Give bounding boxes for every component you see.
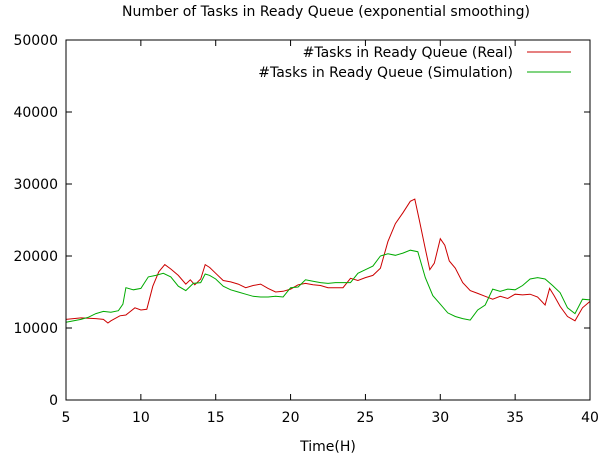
legend-label-simulation: #Tasks in Ready Queue (Simulation) [258, 65, 513, 81]
x-tick-label: 5 [62, 410, 71, 426]
x-axis-label: Time(H) [299, 439, 356, 455]
series-line-simulation [65, 249, 591, 323]
y-tick-label: 30000 [13, 177, 58, 193]
x-tick-label: 30 [431, 410, 449, 426]
y-tick-label: 50000 [13, 33, 58, 49]
chart-legend: #Tasks in Ready Queue (Real) #Tasks in Re… [258, 45, 571, 81]
chart-title: Number of Tasks in Ready Queue (exponent… [122, 4, 530, 20]
x-tick-label: 35 [506, 410, 524, 426]
x-tick-label: 10 [132, 410, 150, 426]
series-line-real [65, 198, 591, 324]
series-lines [65, 198, 591, 324]
x-axis-ticks: 5 10 15 20 25 30 35 40 [62, 40, 599, 426]
y-tick-label: 10000 [13, 321, 58, 337]
y-tick-label: 40000 [13, 105, 58, 121]
y-tick-label: 0 [49, 393, 58, 409]
x-tick-label: 15 [207, 410, 225, 426]
x-tick-label: 20 [282, 410, 300, 426]
y-tick-label: 20000 [13, 249, 58, 265]
legend-label-real: #Tasks in Ready Queue (Real) [303, 45, 513, 61]
x-tick-label: 40 [581, 410, 599, 426]
x-tick-label: 25 [357, 410, 375, 426]
plot-frame [65, 39, 591, 401]
y-axis-ticks: 0 10000 20000 30000 40000 50000 [13, 33, 590, 409]
